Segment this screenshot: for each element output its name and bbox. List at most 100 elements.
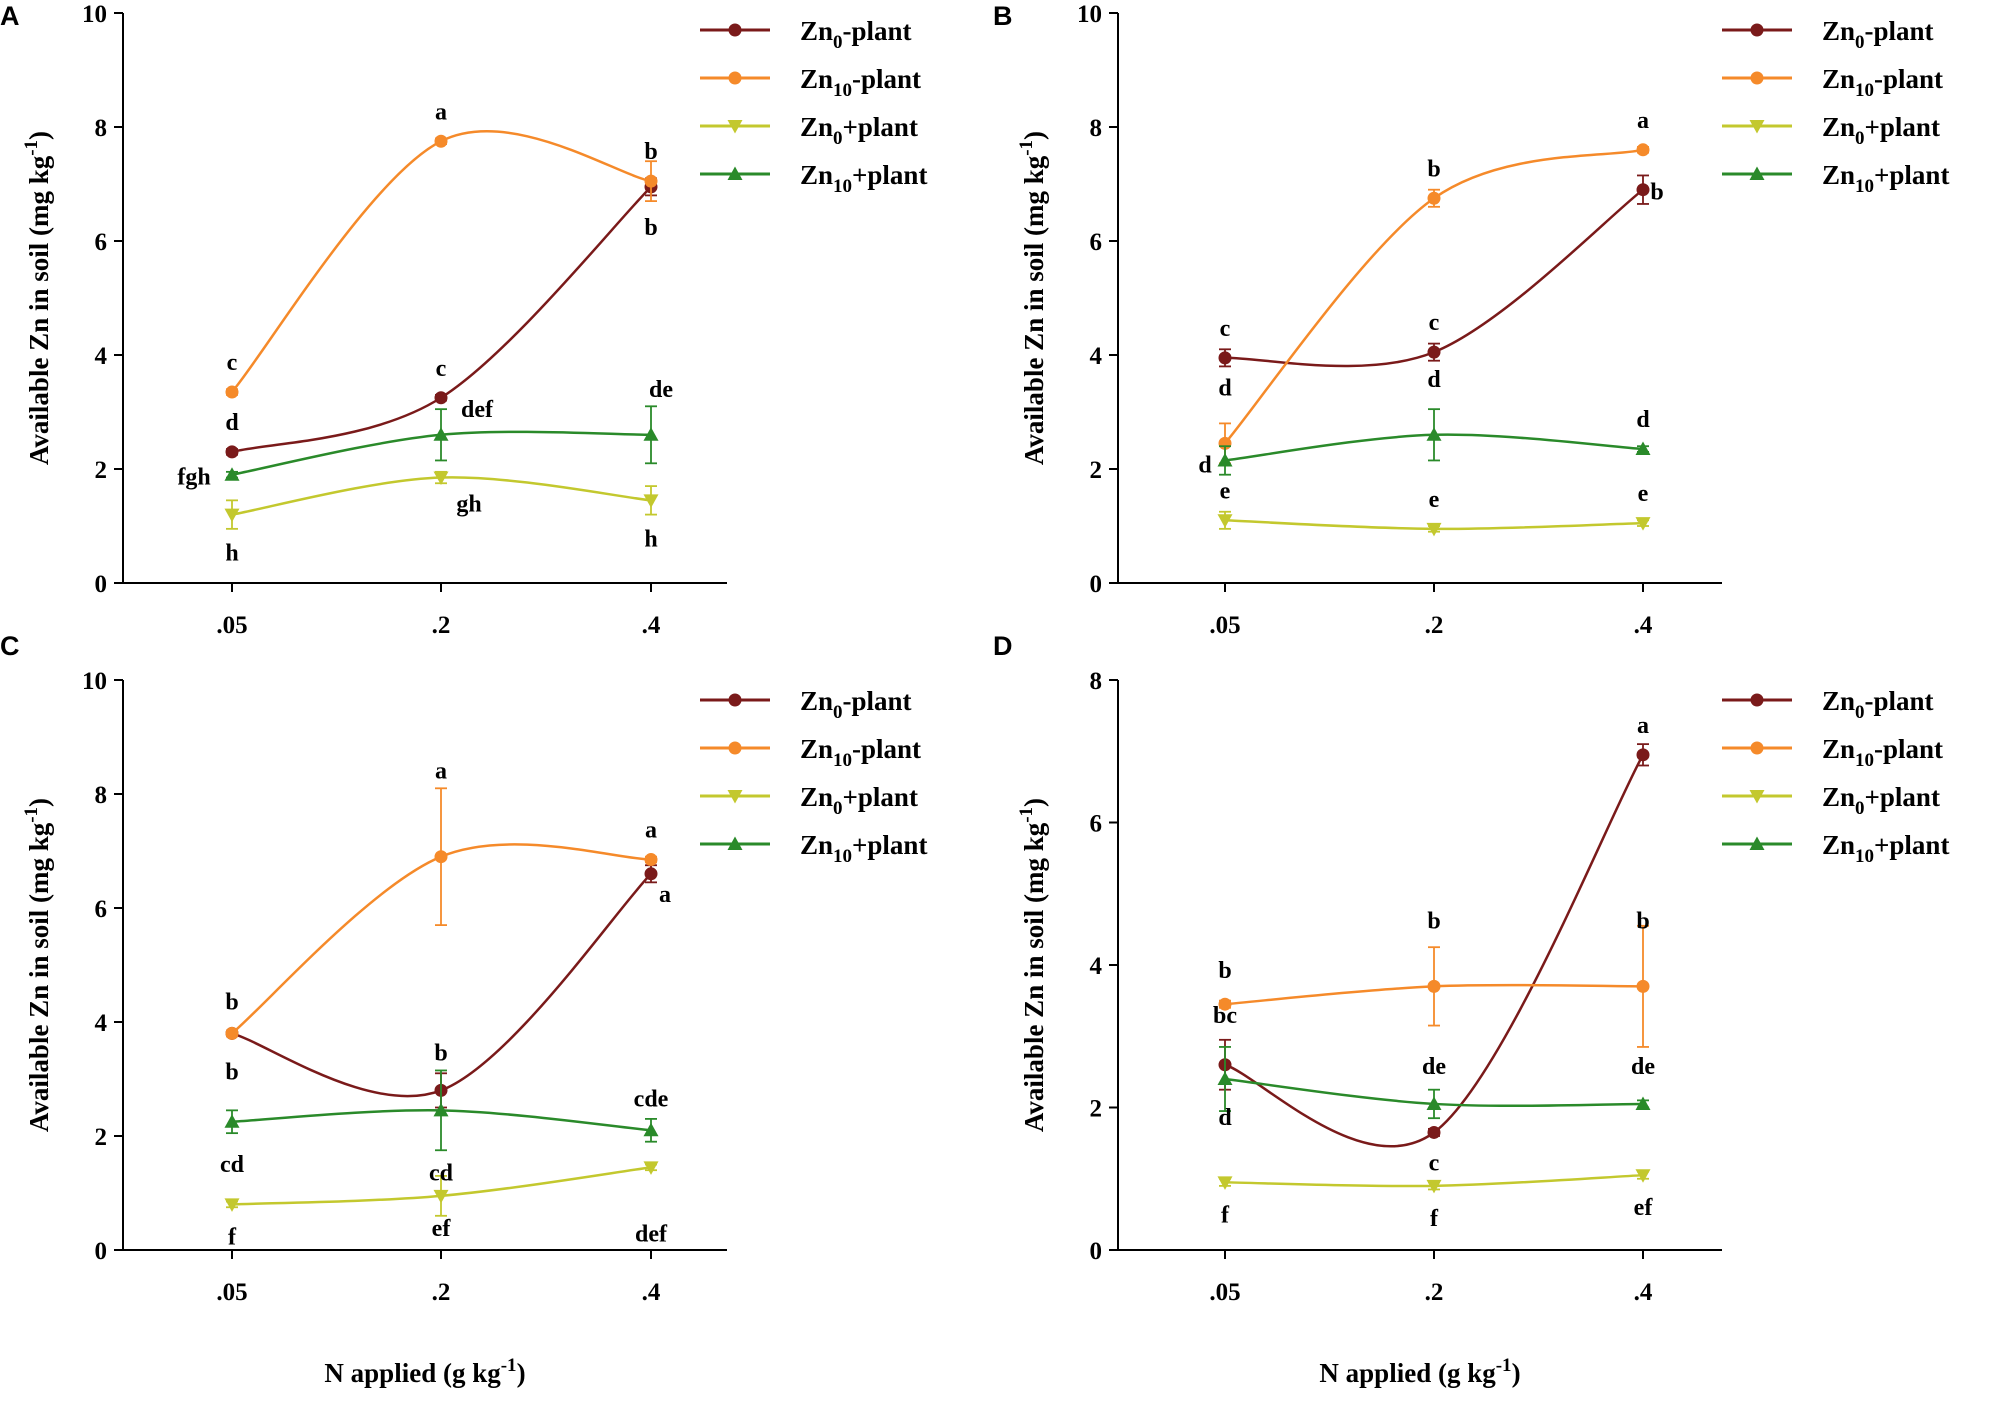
data-point (224, 467, 240, 481)
significance-letter: cd (429, 1160, 454, 1186)
y-tick-label: 10 (1077, 1, 1102, 28)
y-tick-label: 8 (95, 115, 108, 142)
y-tick-label: 4 (95, 1010, 108, 1037)
legend-label-sub: 10 (833, 176, 852, 197)
y-axis-title-close: ) (1019, 798, 1049, 807)
legend-label-suffix: +plant (1865, 782, 1940, 812)
y-axis-title-unit: (mg kg (1019, 155, 1049, 236)
legend-label-base: Zn (1822, 686, 1855, 716)
significance-letter: a (1637, 713, 1649, 739)
x-tick-label: .2 (1425, 612, 1444, 639)
legend-label-base: Zn (1822, 734, 1855, 764)
significance-letter: b (225, 1059, 238, 1085)
data-point (1636, 748, 1650, 762)
series-Zn10-plant: d b a (1218, 108, 1650, 465)
significance-letter: a (645, 818, 657, 844)
data-point (433, 471, 449, 486)
significance-letter: c (1429, 1150, 1440, 1176)
significance-letter: b (644, 139, 657, 165)
legend-label: Zn10-plant (1822, 64, 1943, 101)
x-axis-title-unit: (g kg (443, 1358, 501, 1388)
legend-label: Zn0-plant (800, 16, 912, 53)
legend-label-base: Zn (800, 830, 833, 860)
y-axis-title-unit: (mg kg (24, 155, 54, 236)
y-tick-label: 6 (95, 896, 108, 923)
y-axis-title-sup: -1 (1016, 140, 1037, 156)
panel-label: B (993, 1, 1013, 31)
panel-label: C (0, 631, 20, 661)
series-Zn10-plant: c a b (225, 99, 658, 399)
x-axis-title-sup: -1 (1496, 1355, 1512, 1376)
x-axis-title: N applied (g kg-1) (1319, 1355, 1520, 1388)
legend-label-sub: 10 (1855, 176, 1874, 197)
legend-label-sub: 10 (1855, 80, 1874, 101)
significance-letter: b (1636, 908, 1649, 934)
legend-label: Zn10-plant (800, 734, 921, 771)
data-point (643, 427, 659, 441)
significance-letter: f (228, 1224, 237, 1250)
significance-letter: c (1220, 316, 1231, 342)
data-point (433, 427, 449, 441)
y-tick-label: 6 (95, 229, 108, 256)
legend-label-base: Zn (1822, 830, 1855, 860)
legend-label-sub: 10 (1855, 750, 1874, 771)
legend-label-base: Zn (1822, 64, 1855, 94)
significance-letter: cd (220, 1152, 245, 1178)
legend-marker (1750, 693, 1764, 707)
x-tick-label: .05 (216, 1279, 247, 1306)
data-point (224, 1198, 240, 1212)
x-tick-label: .05 (1209, 1279, 1240, 1306)
legend-label-sub: 0 (1855, 32, 1865, 53)
legend-label-sub: 10 (1855, 846, 1874, 867)
x-axis-title: N applied (g kg-1) (324, 1355, 525, 1388)
y-axis-title: Available Zn in soil (mg kg-1) (1016, 131, 1049, 465)
significance-letter: d (1218, 1105, 1232, 1131)
y-tick-label: 2 (1090, 1096, 1103, 1123)
data-point (1426, 427, 1442, 441)
series-Zn0-plant: d c b (225, 177, 658, 459)
legend-marker (1749, 166, 1765, 180)
data-point (1636, 979, 1650, 993)
series-line (231, 185, 652, 454)
legend-label: Zn0-plant (1822, 16, 1934, 53)
y-axis-title-main: Available Zn in soil (24, 236, 54, 465)
data-point (433, 1102, 449, 1117)
significance-letter: c (1429, 310, 1440, 336)
series-line (1224, 754, 1645, 1148)
data-point (1636, 143, 1650, 157)
data-point (434, 134, 448, 148)
y-axis-title: Available Zn in soil (mg kg-1) (1016, 798, 1049, 1132)
x-tick-label: .2 (432, 612, 451, 639)
y-tick-label: 0 (95, 1238, 108, 1265)
y-tick-label: 0 (95, 571, 108, 598)
legend-label: Zn10-plant (1822, 734, 1943, 771)
legend-label-base: Zn (800, 16, 833, 46)
data-point (1635, 517, 1651, 531)
y-tick-label: 4 (1090, 953, 1103, 980)
x-axis-title-main: N applied (1319, 1358, 1438, 1388)
significance-letter: def (635, 1221, 668, 1247)
legend-marker (1749, 836, 1765, 850)
legend-label: Zn10+plant (800, 830, 927, 867)
y-axis-title: Available Zn in soil (mg kg-1) (21, 131, 54, 465)
series-Zn0+plant: f ef def (224, 1161, 668, 1250)
x-axis-title-unit: (g kg (1438, 1358, 1496, 1388)
data-point (224, 1114, 240, 1128)
series-Zn10-plant: b b b (1218, 908, 1650, 1048)
x-tick-label: .4 (642, 1279, 661, 1306)
data-point (225, 1026, 239, 1040)
legend-label-suffix: +plant (843, 112, 918, 142)
y-axis-title-main: Available Zn in soil (1019, 903, 1049, 1132)
significance-letter: b (1427, 908, 1440, 934)
significance-letter: a (659, 882, 671, 908)
legend-label: Zn0-plant (800, 686, 912, 723)
legend-label-base: Zn (1822, 16, 1855, 46)
significance-letter: b (225, 989, 238, 1015)
y-axis-title-close: ) (24, 798, 54, 807)
legend-marker (1750, 741, 1764, 755)
